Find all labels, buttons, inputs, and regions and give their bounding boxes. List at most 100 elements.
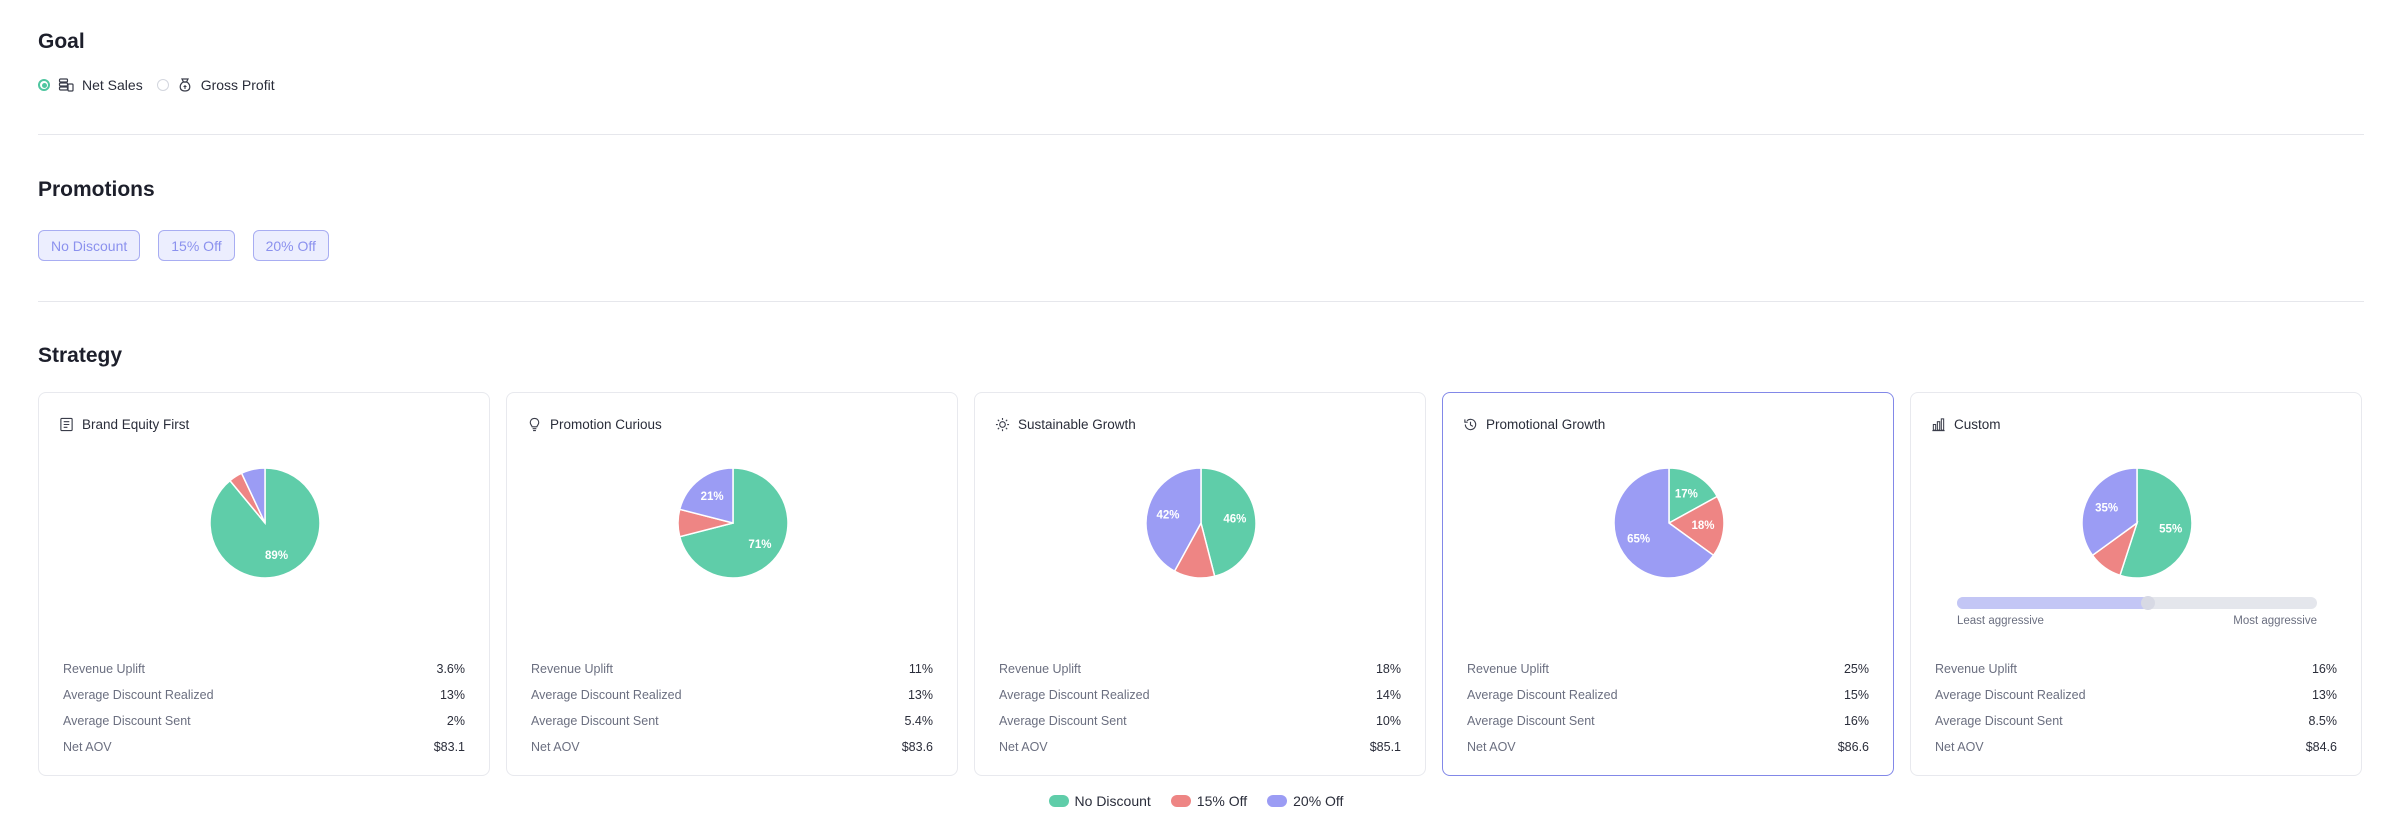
goal-title: Goal bbox=[38, 30, 85, 53]
metric-revenue-uplift: Revenue Uplift 16% bbox=[1935, 662, 2337, 676]
legend-swatch bbox=[1267, 795, 1288, 807]
card-title: Custom bbox=[1954, 417, 2001, 432]
pie-slice-20-off bbox=[2081, 467, 2138, 557]
pie-slice-no-discount bbox=[1668, 467, 1719, 525]
slider-max-label: Most aggressive bbox=[2233, 615, 2317, 627]
legend-item-no-discount: No Discount bbox=[1048, 793, 1151, 809]
pie-slice-label: 17% bbox=[1675, 489, 1698, 501]
strategy-pie-chart: 55% 35% bbox=[2081, 467, 2193, 579]
metric-net-aov: Net AOV $83.1 bbox=[63, 740, 465, 754]
money-bag-icon bbox=[179, 78, 191, 92]
pie-slice-label: 18% bbox=[1692, 520, 1715, 532]
divider bbox=[38, 134, 2364, 135]
metric-avg-discount-realized: Average Discount Realized 13% bbox=[1935, 688, 2337, 702]
coins-stack-icon bbox=[58, 78, 74, 92]
pie-slice-label: 55% bbox=[2159, 523, 2182, 535]
pie-slice-15-off bbox=[1667, 495, 1725, 557]
pie-slice-label: 21% bbox=[701, 491, 724, 503]
history-icon bbox=[1464, 418, 1477, 431]
metric-net-aov: Net AOV $86.6 bbox=[1467, 740, 1869, 754]
legend-item-20-off: 20% Off bbox=[1267, 793, 1343, 809]
pie-slice-no-discount bbox=[2119, 467, 2193, 579]
strategy-pie-chart: 17% 18% 65% bbox=[1613, 467, 1725, 579]
strategy-card-promotion-curious[interactable]: Promotion Curious 71% 21% Revenue Uplift 1… bbox=[506, 392, 958, 776]
metric-avg-discount-realized: Average Discount Realized 15% bbox=[1467, 688, 1869, 702]
pie-slice-no-discount bbox=[678, 467, 789, 579]
radio-gross-profit[interactable] bbox=[156, 79, 169, 91]
bar-chart-icon bbox=[1932, 418, 1945, 432]
pie-slice-label: 46% bbox=[1223, 514, 1246, 526]
pie-slice-label: 89% bbox=[265, 550, 288, 562]
metric-avg-discount-sent: Average Discount Sent 5.4% bbox=[531, 714, 933, 728]
metric-avg-discount-sent: Average Discount Sent 8.5% bbox=[1935, 714, 2337, 728]
chip-15-off[interactable]: 15% Off bbox=[158, 230, 235, 261]
radio-net-sales[interactable] bbox=[38, 79, 50, 91]
card-metrics: Revenue Uplift 3.6% Average Discount Real… bbox=[63, 656, 465, 760]
chip-no-discount[interactable]: No Discount bbox=[38, 230, 141, 261]
card-metrics: Revenue Uplift 18% Average Discount Reali… bbox=[999, 656, 1401, 760]
pie-slice-20-off bbox=[678, 467, 734, 524]
metric-avg-discount-sent: Average Discount Sent 10% bbox=[999, 714, 1401, 728]
promotions-title: Promotions bbox=[38, 178, 155, 201]
metric-net-aov: Net AOV $85.1 bbox=[999, 740, 1401, 754]
pie-slice-20-off bbox=[1145, 467, 1202, 573]
pie-legend: No Discount 15% Off 20% Off bbox=[0, 793, 2392, 809]
pie-slice-label: 35% bbox=[2095, 503, 2118, 515]
goal-option-label: Gross Profit bbox=[200, 77, 275, 93]
metric-avg-discount-realized: Average Discount Realized 13% bbox=[63, 688, 465, 702]
card-header: Sustainable Growth bbox=[995, 417, 1136, 432]
metric-net-aov: Net AOV $84.6 bbox=[1935, 740, 2337, 754]
card-header: Brand Equity First bbox=[59, 417, 189, 432]
pie-slice-20-off bbox=[240, 467, 266, 524]
lightbulb-icon bbox=[529, 417, 540, 432]
strategy-pie-chart: 46% 42% bbox=[1145, 467, 1257, 579]
legend-swatch bbox=[1048, 795, 1069, 807]
metric-avg-discount-realized: Average Discount Realized 13% bbox=[531, 688, 933, 702]
goal-option-label: Net Sales bbox=[82, 77, 143, 93]
card-header: Custom bbox=[1931, 417, 2001, 432]
slider-min-label: Least aggressive bbox=[1957, 615, 2044, 627]
book-icon bbox=[60, 417, 73, 432]
card-title: Promotion Curious bbox=[550, 417, 662, 432]
goal-options: Net Sales Gross Profit bbox=[38, 74, 289, 96]
card-header: Promotional Growth bbox=[1463, 417, 1605, 432]
slider-fill bbox=[1957, 597, 2148, 609]
promotion-chips: No Discount 15% Off 20% Off bbox=[38, 230, 347, 261]
strategy-card-promotional-growth[interactable]: Promotional Growth 17% 18% 65% Revenue Upl… bbox=[1442, 392, 1894, 776]
strategy-card-sustainable-growth[interactable]: Sustainable Growth 46% 42% Revenue Uplift… bbox=[974, 392, 1426, 776]
card-title: Sustainable Growth bbox=[1018, 417, 1136, 432]
card-metrics: Revenue Uplift 16% Average Discount Reali… bbox=[1935, 656, 2337, 760]
slider-handle[interactable] bbox=[2140, 596, 2155, 610]
pie-slice-no-discount bbox=[1200, 467, 1257, 578]
pie-slice-label: 71% bbox=[748, 539, 771, 551]
metric-avg-discount-realized: Average Discount Realized 14% bbox=[999, 688, 1401, 702]
strategy-title: Strategy bbox=[38, 344, 123, 367]
metric-avg-discount-sent: Average Discount Sent 16% bbox=[1467, 714, 1869, 728]
card-title: Promotional Growth bbox=[1486, 417, 1606, 432]
metric-avg-discount-sent: Average Discount Sent 2% bbox=[63, 714, 465, 728]
legend-swatch bbox=[1170, 795, 1191, 807]
divider bbox=[38, 301, 2364, 302]
metric-revenue-uplift: Revenue Uplift 3.6% bbox=[63, 662, 465, 676]
legend-item-15-off: 15% Off bbox=[1170, 793, 1247, 809]
aggressiveness-slider[interactable] bbox=[1957, 596, 2317, 610]
goal-option-gross-profit[interactable]: Gross Profit bbox=[156, 77, 275, 93]
card-header: Promotion Curious bbox=[527, 417, 662, 432]
strategy-pie-chart: 71% 21% bbox=[677, 467, 789, 579]
chip-20-off[interactable]: 20% Off bbox=[252, 230, 329, 261]
strategy-pie-chart: 89% bbox=[209, 467, 321, 579]
pie-slice-label: 42% bbox=[1156, 510, 1179, 522]
card-title: Brand Equity First bbox=[82, 417, 190, 432]
goal-option-net-sales[interactable]: Net Sales bbox=[38, 77, 143, 93]
strategy-card-custom[interactable]: Custom 55% 35% Least aggressive Most aggr… bbox=[1910, 392, 2362, 776]
metric-revenue-uplift: Revenue Uplift 11% bbox=[531, 662, 933, 676]
strategy-card-brand-equity-first[interactable]: Brand Equity First 89% Revenue Uplift 3.6… bbox=[38, 392, 490, 776]
card-metrics: Revenue Uplift 25% Average Discount Reali… bbox=[1467, 656, 1869, 760]
pie-slice-20-off bbox=[1613, 467, 1715, 579]
metric-revenue-uplift: Revenue Uplift 25% bbox=[1467, 662, 1869, 676]
sun-icon bbox=[995, 417, 1010, 432]
metric-net-aov: Net AOV $83.6 bbox=[531, 740, 933, 754]
pie-slice-label: 65% bbox=[1627, 533, 1650, 545]
card-metrics: Revenue Uplift 11% Average Discount Reali… bbox=[531, 656, 933, 760]
metric-revenue-uplift: Revenue Uplift 18% bbox=[999, 662, 1401, 676]
